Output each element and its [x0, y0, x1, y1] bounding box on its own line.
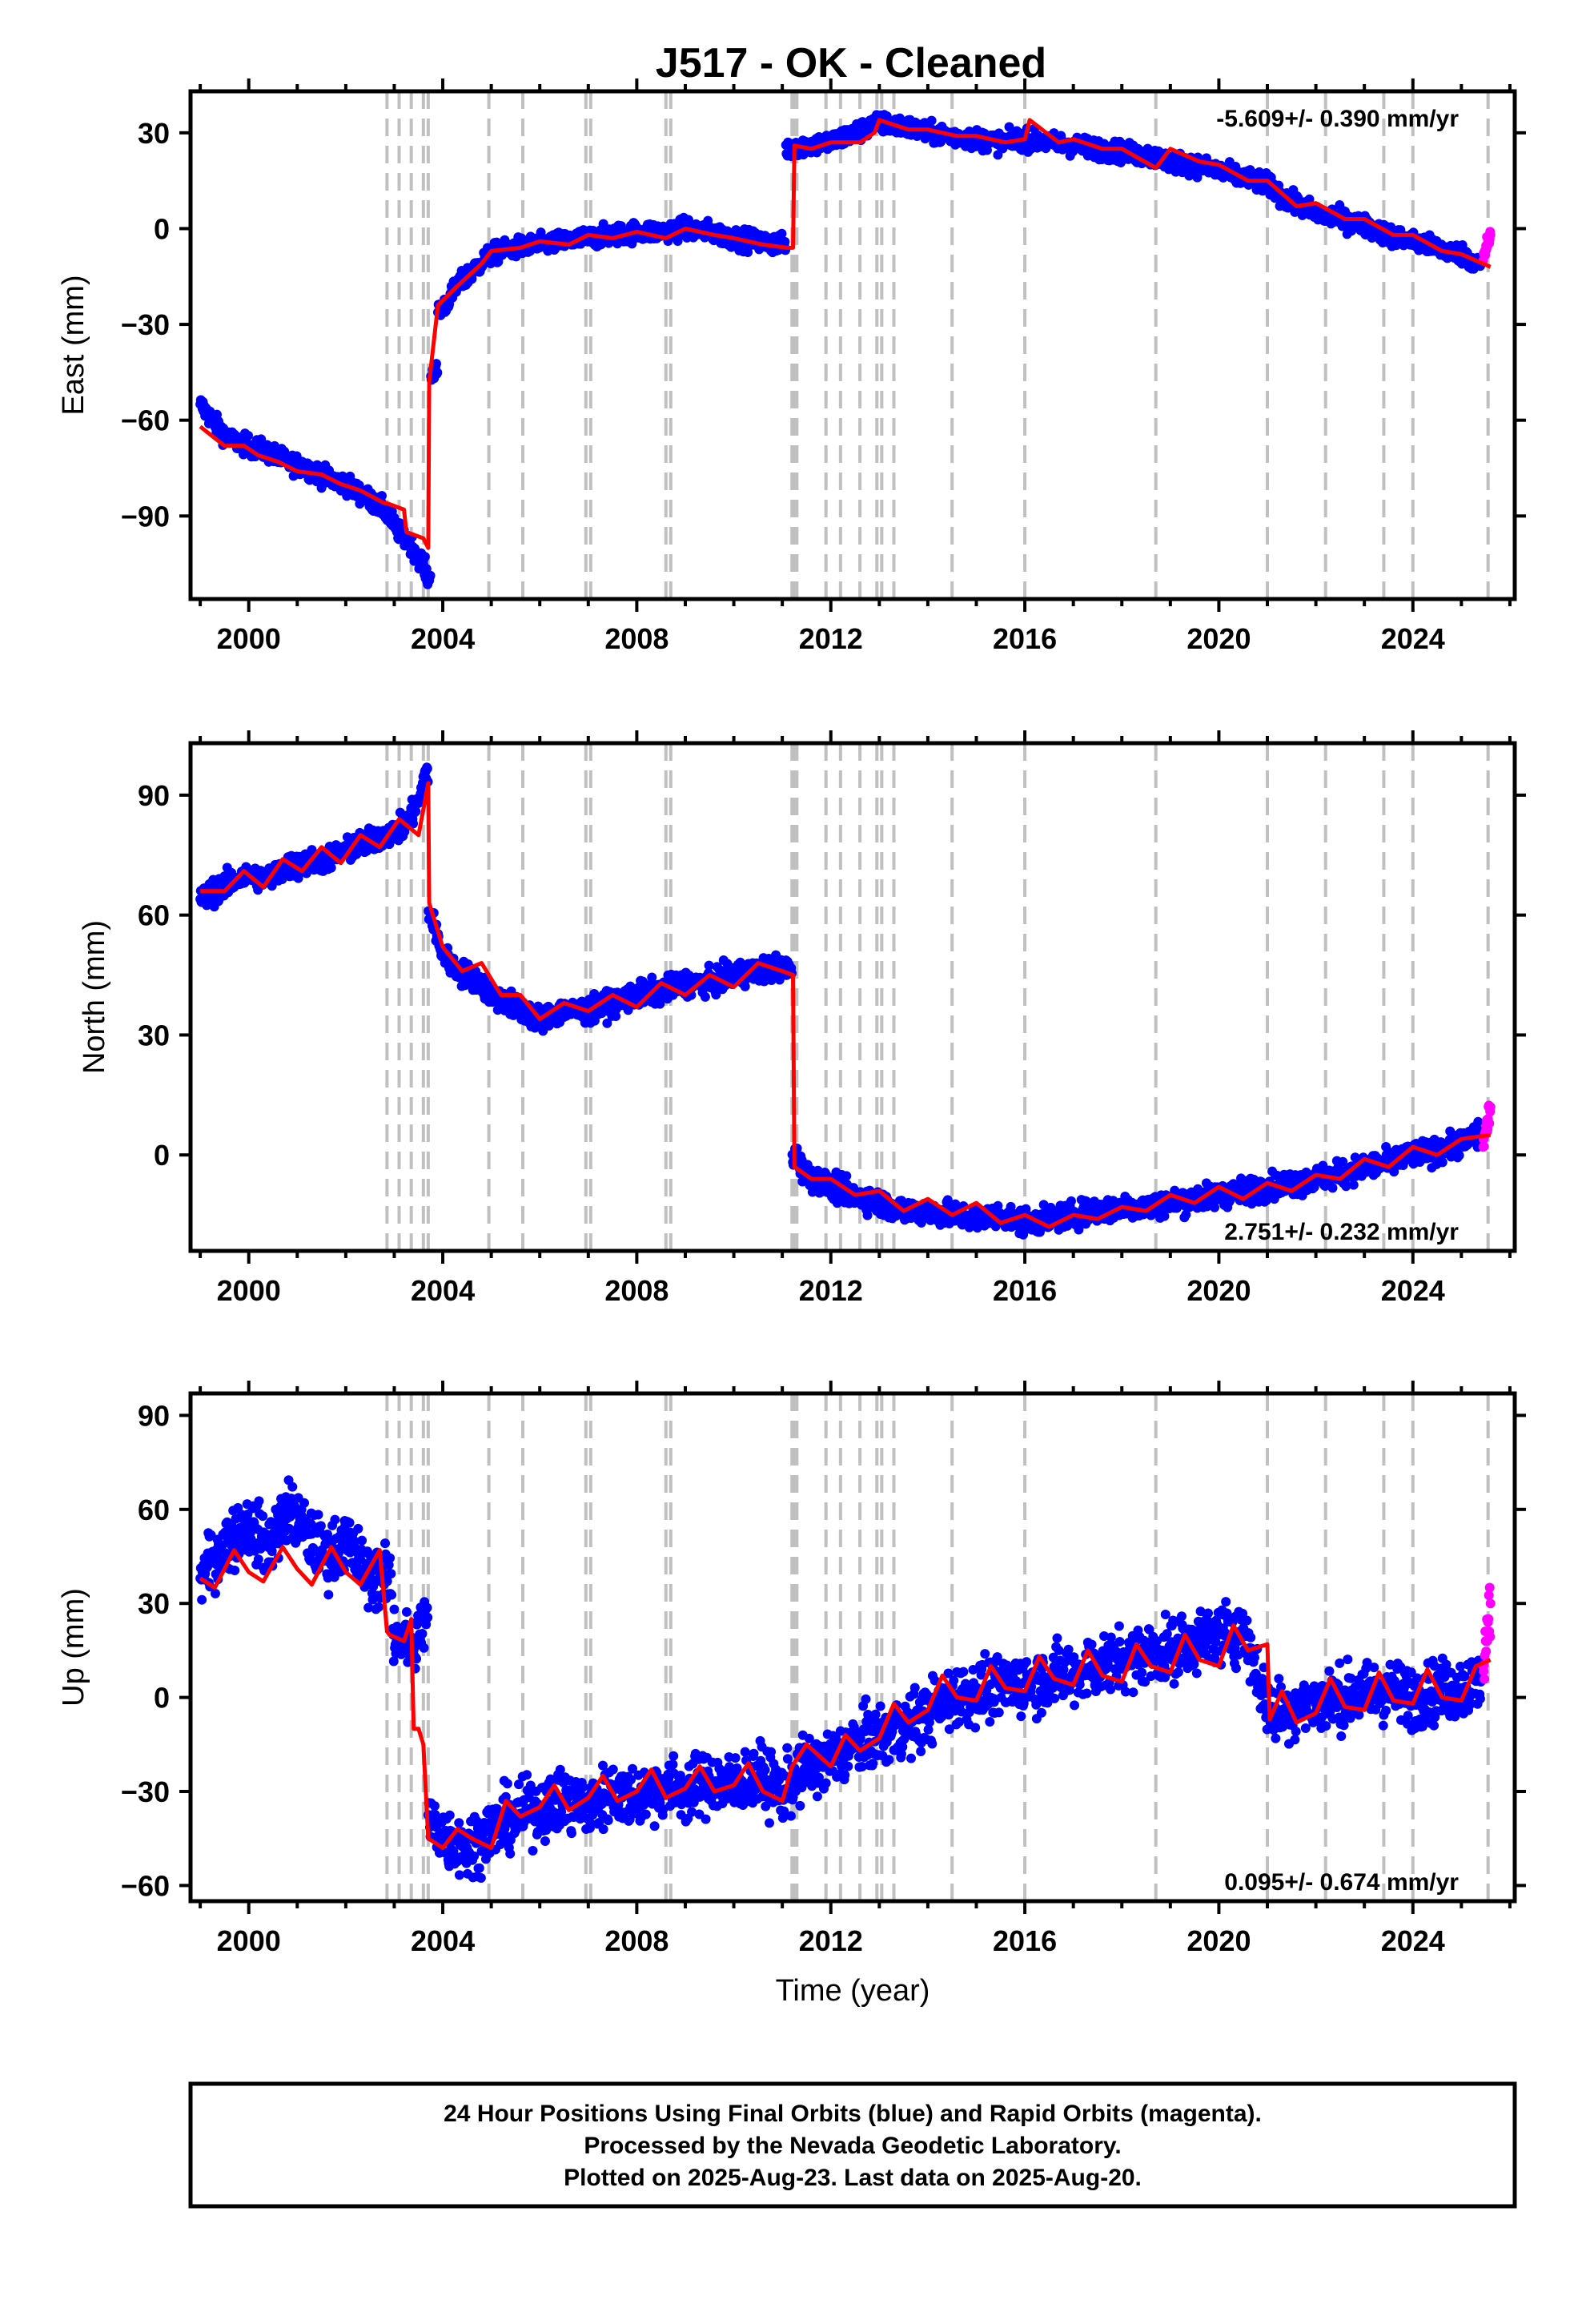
north-data-point [1181, 1209, 1191, 1220]
north-data-point [1473, 1116, 1484, 1127]
north-data-point [1479, 1141, 1489, 1152]
north-data-point [422, 763, 432, 774]
east-data-point [432, 368, 443, 378]
east-xtick-label: 2012 [799, 622, 863, 655]
north-data-point [740, 981, 750, 991]
north-data-point [1021, 1204, 1031, 1214]
north-data-point [942, 1195, 953, 1205]
east-model-line [199, 118, 1492, 550]
east-data-point [243, 431, 254, 441]
east-data-point [1304, 194, 1315, 204]
east-frame [188, 89, 1517, 601]
east-series-rapid-orbits [1478, 227, 1496, 266]
east-ylabel: East (mm) [57, 275, 90, 415]
north-data-point [1006, 1201, 1016, 1212]
east-data-point [1485, 230, 1496, 240]
north-model-line [200, 781, 1492, 1229]
east-xtick-label: 2004 [411, 622, 475, 655]
north-data-point [841, 1171, 852, 1181]
north-series-rapid-orbits [1478, 1100, 1496, 1152]
east-ytick-label: −90 [121, 500, 170, 533]
east-data-point [420, 552, 430, 562]
east-plot-area [195, 91, 1496, 599]
chart-panels: −90 −60 −30 0 30 2000 2004 2008 2012 2016 2020 2024… [57, 78, 1526, 2008]
north-data-point [700, 991, 710, 1002]
north-ytick-label: 90 [138, 779, 170, 812]
east-data-point [431, 359, 441, 369]
east-rate-label: -5.609+/- 0.390 mm/yr [1216, 106, 1459, 132]
north-ytick-label: 30 [138, 1019, 170, 1051]
north-data-point [1341, 1181, 1351, 1192]
east-xtick-label: 2008 [604, 622, 669, 655]
figure-title: J517 - OK - Cleaned [656, 40, 1046, 86]
north-frame [188, 741, 1517, 1253]
east-ytick-label: 0 [154, 212, 170, 245]
east-ytick-label: −30 [121, 308, 170, 341]
east-xtick-label: 2016 [993, 622, 1057, 655]
panel-east: −90 −60 −30 0 30 2000 2004 2008 2012 2016 2020 2024… [57, 78, 1526, 655]
east-data-point [425, 570, 436, 581]
north-data-point [993, 1200, 1003, 1211]
north-data-point [862, 1210, 873, 1220]
east-data-point [926, 115, 937, 126]
east-data-point [777, 228, 787, 239]
north-data-point [704, 960, 714, 971]
north-data-point [1348, 1180, 1359, 1190]
north-data-point [1210, 1202, 1220, 1212]
north-data-point [411, 806, 421, 817]
north-data-point [1485, 1102, 1496, 1112]
north-data-point [1389, 1167, 1399, 1177]
east-data-point [780, 236, 790, 247]
north-data-point [408, 818, 419, 829]
north-plot-area [195, 743, 1496, 1251]
north-ytick-label: 60 [138, 899, 170, 932]
north-data-point [530, 1023, 540, 1033]
north-data-point [1437, 1157, 1447, 1168]
north-ytick-label: 0 [154, 1139, 170, 1172]
east-xtick-label: 2020 [1186, 622, 1251, 655]
east-xtick-label: 2024 [1381, 622, 1445, 655]
north-data-point [1066, 1196, 1076, 1206]
north-data-point [611, 1011, 621, 1022]
north-data-point [1159, 1211, 1170, 1221]
north-data-point [326, 862, 336, 873]
east-ytick-label: −60 [121, 404, 170, 437]
east-ytick-label: 30 [138, 117, 170, 150]
east-data-point [376, 491, 387, 501]
north-data-point [1484, 1118, 1495, 1128]
north-data-point [1327, 1183, 1338, 1193]
north-data-point [1081, 1196, 1091, 1207]
east-xtick-label: 2000 [217, 622, 281, 655]
east-data-point [1004, 122, 1014, 132]
north-data-point [1454, 1150, 1464, 1160]
north-data-point [602, 1018, 612, 1028]
